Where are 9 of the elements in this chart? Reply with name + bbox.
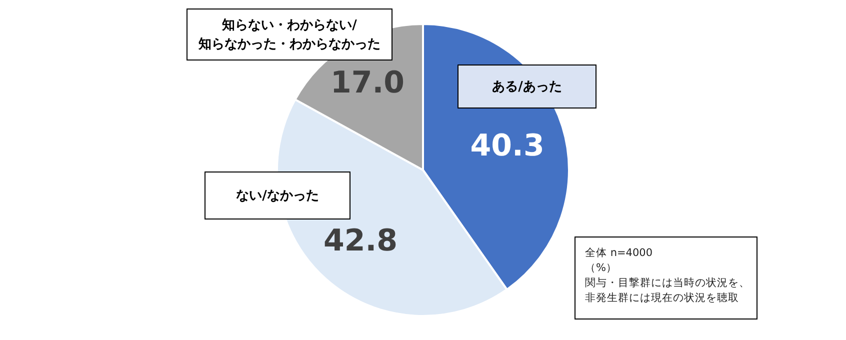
text: 全体 n=4000 <box>585 247 653 259</box>
slice-label: ある/あった <box>492 80 562 94</box>
text: 関与・目撃群には当時の状況を、非発生群には現在の状況を聴取 <box>585 276 750 304</box>
text: （%） <box>585 262 617 274</box>
slice-label: 知らない・わからない/ 知らなかった・わからなかった <box>198 18 380 52</box>
slice-label: ない/なかった <box>236 188 319 204</box>
data-label: 17.0 <box>330 65 405 100</box>
data-label: 40.3 <box>470 128 544 164</box>
data-label: 42.8 <box>324 223 398 258</box>
